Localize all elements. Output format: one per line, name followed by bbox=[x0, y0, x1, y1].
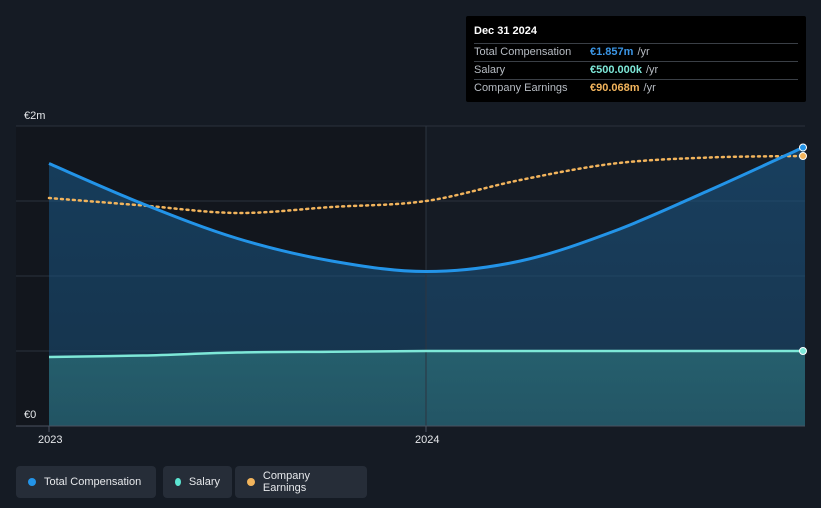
tooltip-date: Dec 31 2024 bbox=[474, 25, 537, 37]
legend-dot-icon bbox=[247, 478, 255, 486]
salary-line bbox=[48, 349, 803, 359]
legend-company-earnings[interactable]: Company Earnings bbox=[235, 466, 367, 498]
tooltip-label: Total Compensation bbox=[474, 46, 572, 58]
tooltip-label: Salary bbox=[474, 64, 506, 76]
legend-total-compensation[interactable]: Total Compensation bbox=[16, 466, 156, 498]
tooltip-unit: /yr bbox=[637, 46, 650, 58]
total-compensation-line bbox=[48, 146, 804, 274]
tooltip-row-earnings: Company Earnings €90.068m /yr bbox=[474, 79, 798, 97]
series-end-points bbox=[799, 143, 807, 355]
y-axis-bottom-label: €0 bbox=[24, 409, 36, 421]
tooltip-label: Company Earnings bbox=[474, 82, 568, 94]
x-tick-label-2024: 2024 bbox=[415, 434, 439, 446]
tooltip-value: €1.857m bbox=[590, 46, 634, 58]
total-compensation-end-point bbox=[799, 143, 807, 152]
tooltip-value: €90.068m bbox=[590, 82, 640, 94]
tooltip-row-total: Total Compensation €1.857m /yr bbox=[474, 43, 798, 61]
legend-dot-icon bbox=[175, 478, 181, 486]
hover-tooltip: Dec 31 2024 Total Compensation €1.857m /… bbox=[466, 16, 806, 102]
tooltip-row-salary: Salary €500.000k /yr bbox=[474, 61, 798, 79]
legend-salary[interactable]: Salary bbox=[163, 466, 232, 498]
salary-area bbox=[49, 350, 805, 426]
legend-label: Company Earnings bbox=[262, 470, 310, 494]
x-tick-label-2023: 2023 bbox=[38, 434, 62, 446]
tooltip-unit: /yr bbox=[646, 64, 659, 76]
legend-label: Salary bbox=[188, 476, 220, 488]
legend-label: Total Compensation bbox=[44, 476, 142, 488]
company-earnings-line bbox=[47, 154, 805, 215]
tooltip-unit: /yr bbox=[643, 82, 656, 94]
company-earnings-end-point bbox=[799, 152, 807, 160]
y-axis-top-label: €2m bbox=[24, 110, 45, 122]
salary-end-point bbox=[799, 347, 807, 355]
legend-dot-icon bbox=[28, 478, 36, 486]
tooltip-value: €500.000k bbox=[590, 64, 642, 76]
